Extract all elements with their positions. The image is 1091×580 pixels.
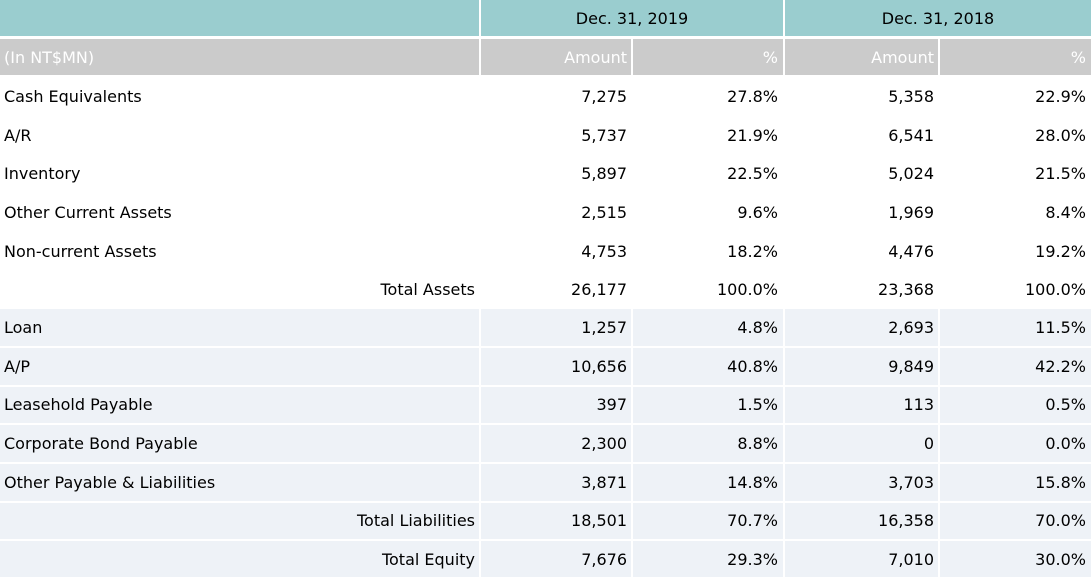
subcolumn-header-row: (In NT$MN) Amount % Amount %: [0, 39, 1091, 77]
percent-cell: 28.0%: [938, 115, 1091, 155]
col-header-amount-2019: Amount: [479, 39, 631, 75]
amount-cell: 9,849: [783, 347, 938, 385]
row-label: Leasehold Payable: [4, 395, 153, 415]
amount-cell: 16,358: [783, 502, 938, 540]
amount-cell: 3,871: [479, 463, 631, 501]
amount-cell: 5,024: [783, 154, 938, 194]
percent-cell: 1.5%: [631, 386, 783, 424]
percent-cell: 30.0%: [938, 541, 1091, 577]
table-body: Cash Equivalents 7,275 27.8% 5,358 22.9% A/R 5…: [0, 77, 1091, 580]
percent-cell: 100.0%: [938, 270, 1091, 310]
period-header-2018: Dec. 31, 2018: [783, 0, 1091, 36]
row-label: Other Payable & Liabilities: [4, 472, 216, 492]
period-header-row: Dec. 31, 2019 Dec. 31, 2018: [0, 0, 1091, 39]
table-row: A/P 10,656 40.8% 9,849 42.2%: [0, 347, 1091, 387]
percent-cell: 8.4%: [938, 193, 1091, 232]
amount-cell: 7,676: [479, 541, 631, 577]
percent-cell: 14.8%: [631, 463, 783, 501]
percent-cell: 21.5%: [938, 154, 1091, 194]
row-label: Total Liabilities: [356, 511, 475, 531]
amount-cell: 1,257: [479, 309, 631, 346]
amount-cell: 1,969: [783, 193, 938, 232]
amount-cell: 397: [479, 386, 631, 424]
table-row: Corporate Bond Payable 2,300 8.8% 0 0.0%: [0, 425, 1091, 464]
percent-cell: 8.8%: [631, 425, 783, 462]
unit-label: (In NT$MN): [0, 39, 479, 75]
percent-cell: 15.8%: [938, 463, 1091, 501]
amount-cell: 10,656: [479, 347, 631, 385]
table-row: Other Payable & Liabilities 3,871 14.8% 3,7…: [0, 463, 1091, 503]
amount-cell: 2,515: [479, 193, 631, 232]
amount-cell: 2,693: [783, 309, 938, 346]
percent-cell: 27.8%: [631, 77, 783, 116]
table-row: Non-current Assets 4,753 18.2% 4,476 19.2%: [0, 231, 1091, 271]
table-row: Cash Equivalents 7,275 27.8% 5,358 22.9%: [0, 77, 1091, 116]
percent-cell: 40.8%: [631, 347, 783, 385]
row-label: Other Current Assets: [4, 202, 172, 222]
amount-cell: 7,010: [783, 541, 938, 577]
amount-cell: 5,737: [479, 115, 631, 155]
amount-cell: 18,501: [479, 502, 631, 540]
table-row: Inventory 5,897 22.5% 5,024 21.5%: [0, 154, 1091, 194]
percent-cell: 0.5%: [938, 386, 1091, 424]
amount-cell: 2,300: [479, 425, 631, 462]
percent-cell: 21.9%: [631, 115, 783, 155]
amount-cell: 6,541: [783, 115, 938, 155]
table-row: Total Liabilities 18,501 70.7% 16,358 70.0%: [0, 502, 1091, 542]
percent-cell: 18.2%: [631, 231, 783, 271]
col-header-percent-2018: %: [938, 39, 1091, 75]
col-header-amount-2018: Amount: [783, 39, 938, 75]
row-label: Total Assets: [380, 280, 475, 300]
period-header-2019: Dec. 31, 2019: [479, 0, 783, 36]
row-label: A/P: [4, 356, 30, 376]
table-row: A/R 5,737 21.9% 6,541 28.0%: [0, 115, 1091, 155]
amount-cell: 4,753: [479, 231, 631, 271]
percent-cell: 100.0%: [631, 270, 783, 310]
amount-cell: 3,703: [783, 463, 938, 501]
amount-cell: 26,177: [479, 270, 631, 310]
percent-cell: 4.8%: [631, 309, 783, 346]
amount-cell: 23,368: [783, 270, 938, 310]
percent-cell: 22.5%: [631, 154, 783, 194]
amount-cell: 4,476: [783, 231, 938, 271]
row-label: A/R: [4, 125, 32, 145]
row-label: Non-current Assets: [4, 241, 157, 261]
table-row: Total Equity 7,676 29.3% 7,010 30.0%: [0, 541, 1091, 580]
table-row: Leasehold Payable 397 1.5% 113 0.5%: [0, 386, 1091, 426]
table-row: Loan 1,257 4.8% 2,693 11.5%: [0, 309, 1091, 348]
percent-cell: 22.9%: [938, 77, 1091, 116]
percent-cell: 70.0%: [938, 502, 1091, 540]
amount-cell: 113: [783, 386, 938, 424]
percent-cell: 19.2%: [938, 231, 1091, 271]
corner-cell: [0, 0, 479, 36]
percent-cell: 9.6%: [631, 193, 783, 232]
row-label: Inventory: [4, 164, 81, 184]
table-row: Other Current Assets 2,515 9.6% 1,969 8.4%: [0, 193, 1091, 232]
row-label: Total Equity: [381, 549, 475, 569]
row-label: Corporate Bond Payable: [4, 434, 198, 454]
percent-cell: 42.2%: [938, 347, 1091, 385]
amount-cell: 7,275: [479, 77, 631, 116]
percent-cell: 11.5%: [938, 309, 1091, 346]
amount-cell: 0: [783, 425, 938, 462]
percent-cell: 0.0%: [938, 425, 1091, 462]
col-header-percent-2019: %: [631, 39, 783, 75]
amount-cell: 5,358: [783, 77, 938, 116]
percent-cell: 29.3%: [631, 541, 783, 577]
row-label: Cash Equivalents: [4, 86, 142, 106]
row-label: Loan: [4, 317, 43, 337]
table-row: Total Assets 26,177 100.0% 23,368 100.0%: [0, 270, 1091, 310]
percent-cell: 70.7%: [631, 502, 783, 540]
amount-cell: 5,897: [479, 154, 631, 194]
